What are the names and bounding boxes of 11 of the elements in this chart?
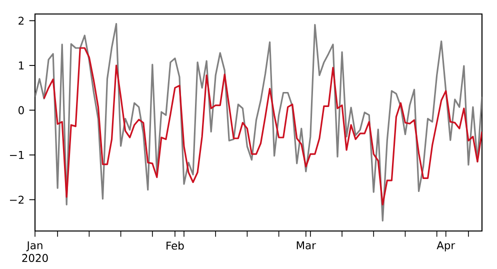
- line-series: [35, 23, 482, 222]
- x-tick-label: Mar: [296, 241, 316, 250]
- x-tick-label: Jan 2020: [22, 241, 48, 262]
- line-series: [43, 47, 482, 206]
- y-tick-label: 2: [18, 16, 24, 25]
- y-tick-label: 1: [18, 62, 24, 70]
- x-tick-label: Feb: [166, 241, 184, 250]
- y-tick-label: −1: [10, 151, 24, 159]
- y-tick-label: 0: [18, 106, 24, 114]
- x-tick-label: Apr: [436, 241, 456, 252]
- y-tick-label: −2: [10, 196, 24, 204]
